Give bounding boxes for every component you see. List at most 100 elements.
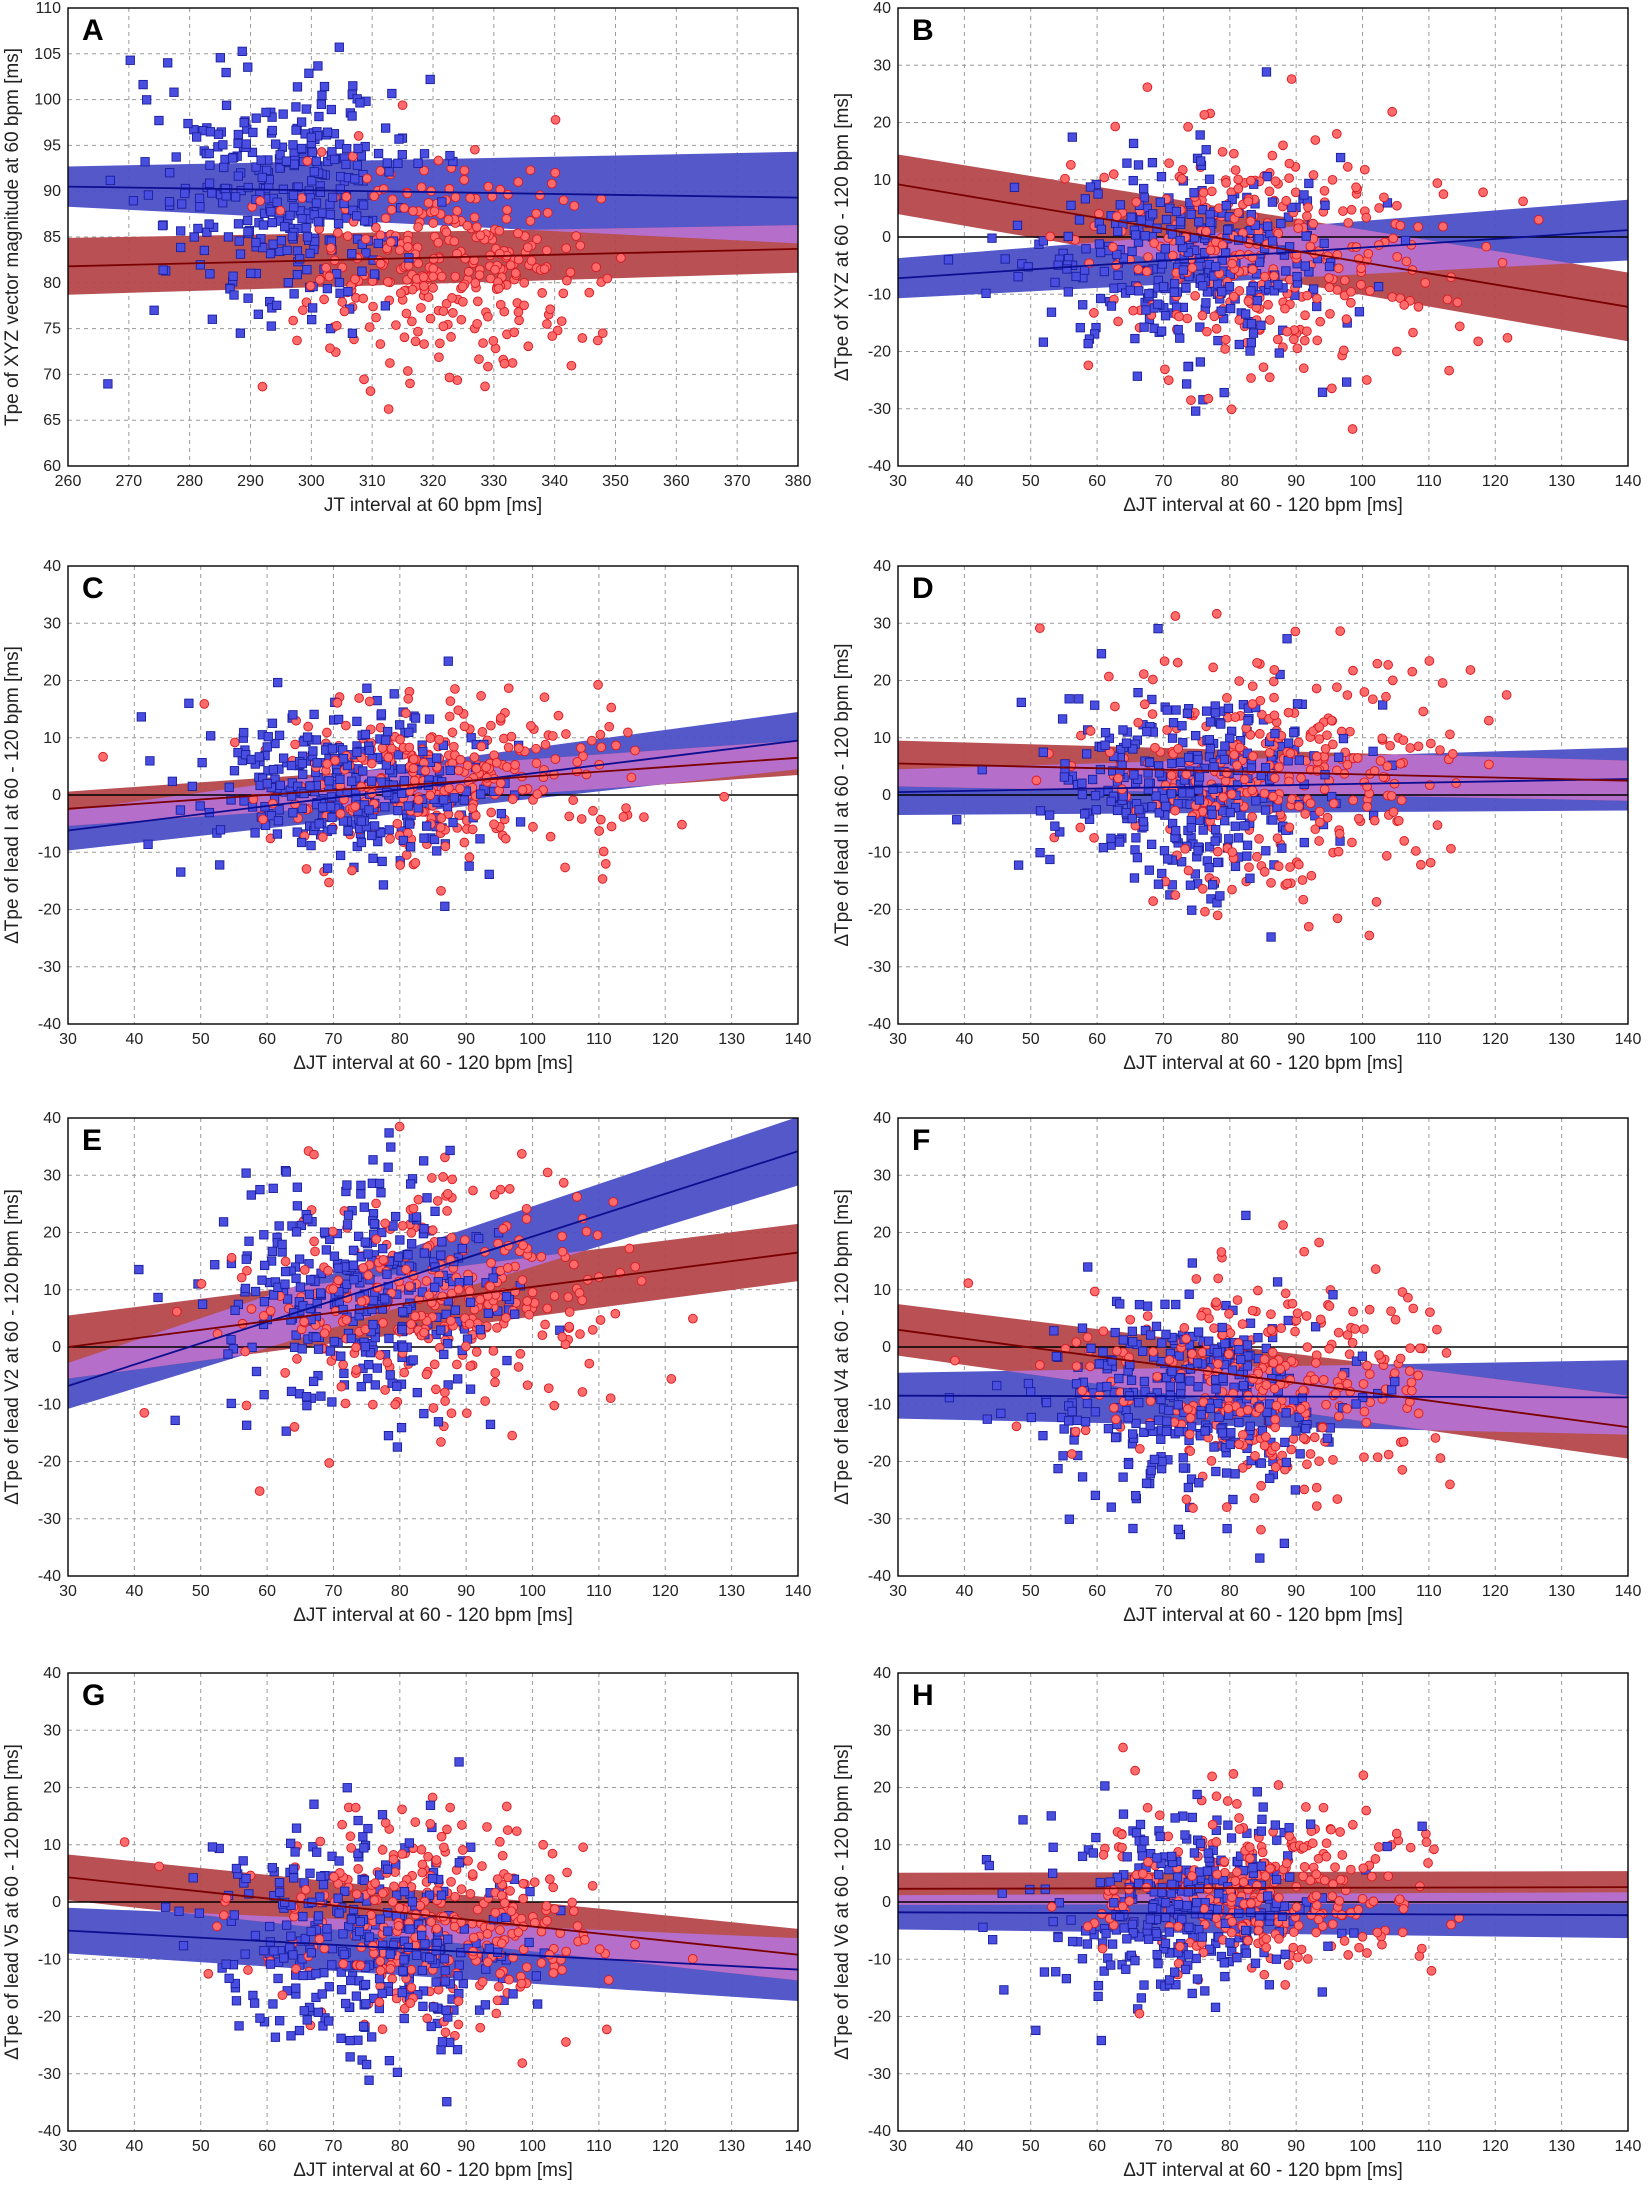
data-point-male — [492, 1874, 503, 1884]
data-point-female — [353, 1815, 363, 1826]
data-point-female — [1077, 778, 1087, 788]
x-tick-label: 140 — [785, 2138, 812, 2155]
y-axis-title: ΔTpe of XYZ at 60 - 120 bpm [ms] — [832, 93, 853, 381]
data-point-female — [270, 2032, 281, 2042]
data-point-male — [387, 1974, 398, 1984]
data-point-female — [1245, 346, 1255, 356]
data-point-female — [1220, 816, 1230, 826]
y-tick-label: -10 — [38, 1396, 61, 1413]
data-point-male — [309, 1236, 319, 1247]
data-point-female — [1100, 727, 1111, 738]
data-point-male — [471, 1347, 482, 1357]
data-point-male — [1197, 1347, 1208, 1358]
data-point-female — [1185, 788, 1195, 798]
data-point-female — [324, 776, 334, 786]
data-point-male — [353, 1864, 364, 1874]
data-point-male — [1319, 784, 1330, 795]
data-point-female — [1158, 281, 1169, 292]
y-tick-label: 0 — [52, 1339, 61, 1356]
x-tick-label: 30 — [889, 1031, 907, 1048]
data-point-female — [313, 1911, 324, 1921]
data-point-female — [215, 860, 225, 870]
data-point-male — [1424, 656, 1435, 666]
data-point-male — [371, 1234, 382, 1245]
data-point-female — [360, 1979, 371, 1990]
data-point-female — [1064, 1514, 1075, 1524]
data-point-female — [1144, 865, 1154, 875]
data-point-male — [406, 1964, 417, 1975]
data-point-female — [221, 1959, 231, 1969]
data-point-male — [588, 805, 598, 816]
y-tick-label: 105 — [34, 46, 61, 63]
x-axis-title: ΔJT interval at 60 - 120 bpm [ms] — [1123, 1605, 1403, 1626]
data-point-female — [368, 1319, 378, 1330]
data-point-male — [556, 316, 567, 327]
data-point-female — [333, 1893, 343, 1903]
data-point-male — [394, 1121, 405, 1132]
data-point-female — [297, 803, 307, 813]
data-point-male — [1113, 316, 1123, 327]
data-point-male — [525, 216, 536, 226]
data-point-female — [380, 301, 390, 311]
y-tick-label: 20 — [43, 673, 61, 690]
data-point-female — [429, 834, 440, 845]
data-point-male — [471, 763, 482, 774]
data-point-male — [677, 819, 687, 830]
data-point-female — [395, 720, 405, 730]
data-point-male — [1243, 296, 1254, 307]
data-point-female — [309, 167, 319, 177]
data-point-female — [307, 314, 317, 325]
data-point-female — [288, 710, 298, 720]
data-point-female — [1242, 1361, 1253, 1371]
data-point-female — [982, 1414, 992, 1424]
data-point-female — [1080, 1417, 1091, 1427]
data-point-male — [240, 1346, 251, 1357]
data-point-male — [1364, 1304, 1375, 1315]
data-point-male — [429, 1359, 440, 1370]
data-point-female — [1159, 846, 1170, 856]
data-point-male — [495, 778, 506, 788]
x-tick-label: 100 — [1349, 1031, 1376, 1048]
x-tick-label: 280 — [176, 473, 203, 490]
data-point-male — [513, 177, 524, 187]
x-tick-label: 260 — [55, 473, 82, 490]
data-point-female — [339, 1368, 349, 1379]
data-point-female — [325, 802, 336, 812]
data-point-male — [1413, 302, 1424, 312]
data-point-female — [1212, 857, 1223, 868]
data-point-male — [526, 720, 536, 731]
data-point-male — [1319, 185, 1330, 196]
data-point-female — [143, 839, 153, 849]
data-point-male — [383, 404, 394, 414]
data-point-female — [327, 1851, 337, 1861]
data-point-male — [507, 358, 518, 368]
data-point-female — [282, 1920, 292, 1930]
data-point-male — [446, 332, 456, 342]
data-point-female — [1281, 266, 1291, 276]
data-point-female — [289, 202, 299, 213]
data-point-male — [639, 812, 649, 822]
data-point-female — [237, 46, 247, 56]
data-point-male — [480, 1396, 490, 1406]
data-point-male — [1406, 1385, 1417, 1396]
data-point-male — [1383, 1449, 1394, 1460]
data-point-female — [387, 88, 397, 99]
data-point-female — [251, 162, 261, 172]
data-point-male — [1268, 676, 1279, 687]
data-point-male — [347, 865, 357, 876]
data-point-male — [1264, 372, 1275, 383]
data-point-female — [1224, 834, 1234, 844]
data-point-female — [411, 1212, 422, 1222]
data-point-female — [1038, 1431, 1048, 1441]
data-point-female — [1226, 1428, 1236, 1438]
data-point-female — [309, 1799, 319, 1809]
data-point-male — [1227, 258, 1237, 269]
data-point-female — [531, 1971, 541, 1981]
data-point-male — [325, 343, 335, 354]
data-point-male — [393, 1921, 404, 1931]
data-point-male — [1187, 1349, 1197, 1359]
data-point-female — [1176, 1389, 1186, 1399]
y-tick-label: 95 — [43, 137, 61, 154]
x-tick-label: 70 — [325, 1031, 343, 1048]
data-point-female — [239, 727, 249, 738]
